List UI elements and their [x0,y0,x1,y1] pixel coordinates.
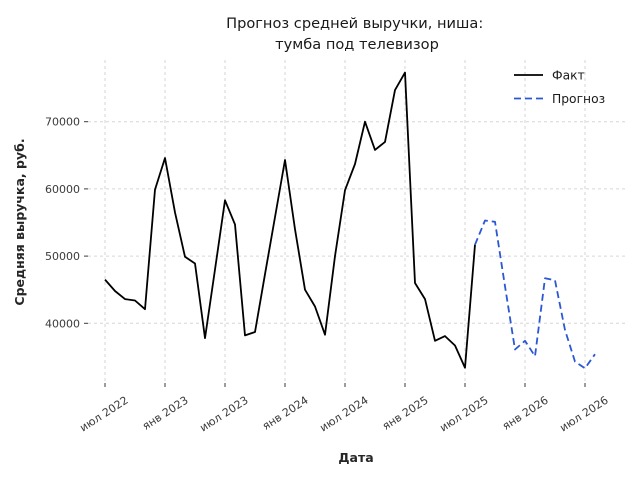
x-tick-label: янв 2025 [380,394,431,433]
legend: Факт Прогноз [514,69,605,106]
chart-title-line1: Прогноз средней выручки, ниша: [226,15,483,32]
chart-title: Прогноз средней выручки, ниша: тумба под… [226,15,488,53]
y-tick-label: 50000 [45,250,80,263]
x-tick-label: июл 2023 [197,394,250,435]
legend-forecast-label: Прогноз [552,92,605,106]
y-tick-label: 60000 [45,183,80,196]
forecast-line [474,219,596,370]
legend-fact-label: Факт [552,69,585,83]
fact-line [104,71,476,369]
chart-title-line2: тумба под телевизор [275,36,439,53]
x-axis-label: Дата [338,450,373,465]
x-tick-label: июл 2022 [77,394,130,435]
x-tick-label: июл 2026 [557,394,610,435]
y-tick-label: 40000 [45,317,80,330]
y-tick-label: 70000 [45,116,80,129]
y-axis-label: Средняя выручка, руб. [12,138,27,305]
x-tick-label: июл 2024 [317,394,370,435]
x-tick-label: янв 2026 [500,394,551,433]
x-tick-label: янв 2023 [140,394,191,433]
x-tick-label: июл 2025 [437,394,490,435]
x-tick-label: янв 2024 [260,394,311,433]
